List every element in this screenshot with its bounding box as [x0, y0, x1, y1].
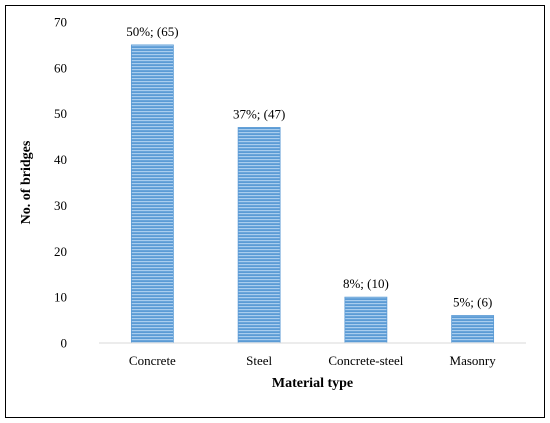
x-axis-title: Material type [272, 376, 353, 391]
data-label: 5%; (6) [453, 294, 492, 309]
chart-frame: 0 10 20 30 40 50 60 70 50%; (65) 37%; (47) 8%; (1… [5, 5, 545, 418]
category-label: Concrete [129, 353, 176, 368]
y-tick-label: 60 [54, 60, 67, 75]
bar-chart: 0 10 20 30 40 50 60 70 50%; (65) 37%; (47) 8%; (1… [19, 15, 526, 391]
bar [451, 315, 495, 344]
y-tick-label: 20 [54, 244, 67, 259]
category-label: Concrete-steel [328, 353, 403, 368]
category-label: Masonry [450, 353, 497, 368]
y-tick-label: 30 [54, 198, 67, 213]
data-label: 37%; (47) [233, 106, 285, 121]
data-labels: 50%; (65) 37%; (47) 8%; (10) 5%; (6) [126, 24, 492, 310]
category-label: Steel [246, 353, 272, 368]
y-tick-label: 70 [54, 15, 67, 30]
data-label: 8%; (10) [343, 276, 389, 291]
y-tick-label: 40 [54, 152, 67, 167]
y-axis-ticks: 0 10 20 30 40 50 60 70 [54, 15, 67, 351]
y-tick-label: 10 [54, 290, 67, 305]
bar [344, 296, 388, 344]
y-tick-label: 50 [54, 106, 67, 121]
bar [237, 127, 281, 344]
bars [130, 44, 495, 344]
y-tick-label: 0 [61, 336, 68, 351]
y-axis-title: No. of bridges [19, 140, 34, 224]
data-label: 50%; (65) [126, 24, 178, 39]
x-axis-categories: Concrete Steel Concrete-steel Masonry [129, 353, 496, 368]
bar [130, 44, 174, 344]
